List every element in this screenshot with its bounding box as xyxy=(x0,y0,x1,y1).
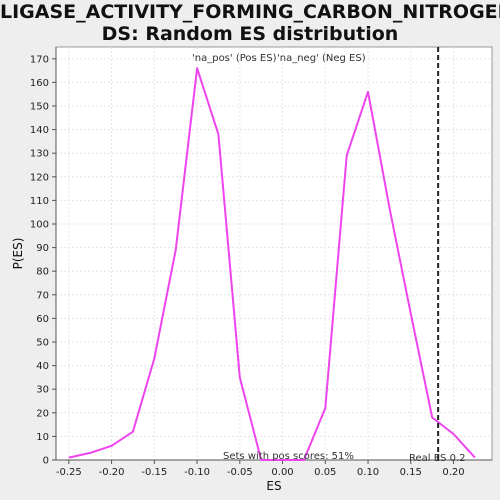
y-tick-label: 20 xyxy=(36,408,49,419)
x-tick-label: -0.05 xyxy=(227,467,253,478)
legend-neg: 'na_neg' (Neg ES) xyxy=(277,53,366,64)
y-tick-label: 60 xyxy=(36,314,49,325)
chart-title-line-1: LIGASE_ACTIVITY_FORMING_CARBON_NITROGEN_… xyxy=(0,1,500,23)
x-tick-label: -0.10 xyxy=(184,467,210,478)
chart-title-line-2: DS: Random ES distribution xyxy=(101,23,399,45)
series-layer xyxy=(68,67,476,461)
y-tick-label: 0 xyxy=(43,456,49,467)
annotation-pos-scores: Sets with pos scores: 51% xyxy=(223,451,354,462)
x-tick-label: -0.25 xyxy=(56,467,82,478)
y-tick-label: 100 xyxy=(30,220,49,231)
x-tick-label: 0.00 xyxy=(271,467,293,478)
y-tick-label: 130 xyxy=(30,149,49,160)
x-tick-label: 0.15 xyxy=(400,467,422,478)
y-tick-label: 70 xyxy=(36,290,49,301)
axes: 0 10 20 30 40 50 60 70 80 90 100 110 120 130 140 150 160… xyxy=(30,47,492,478)
y-tick-label: 160 xyxy=(30,78,49,89)
y-tick-label: 40 xyxy=(36,361,49,372)
plot-area xyxy=(55,46,493,461)
y-tick-label: 10 xyxy=(36,432,49,443)
real-es-label: Real ES 0.2 xyxy=(409,453,465,464)
y-tick-label: 170 xyxy=(30,54,49,65)
y-tick-label: 150 xyxy=(30,102,49,113)
y-tick-label: 120 xyxy=(30,172,49,183)
y-tick-label: 50 xyxy=(36,338,49,349)
x-tick-label: -0.15 xyxy=(141,467,167,478)
legend-pos: 'na_pos' (Pos ES) xyxy=(192,53,277,64)
y-tick-label: 110 xyxy=(30,196,49,207)
grid xyxy=(56,47,492,461)
x-axis-label: ES xyxy=(266,479,281,493)
y-tick-label: 80 xyxy=(36,267,49,278)
y-tick-label: 90 xyxy=(36,243,49,254)
y-tick-label: 30 xyxy=(36,385,49,396)
x-tick-label: -0.20 xyxy=(99,467,125,478)
x-tick-label: 0.10 xyxy=(357,467,379,478)
es-distribution-line xyxy=(68,67,476,461)
x-tick-label: 0.20 xyxy=(442,467,464,478)
y-tick-label: 140 xyxy=(30,125,49,136)
y-axis-label: P(ES) xyxy=(11,238,25,270)
x-tick-label: 0.05 xyxy=(314,467,336,478)
